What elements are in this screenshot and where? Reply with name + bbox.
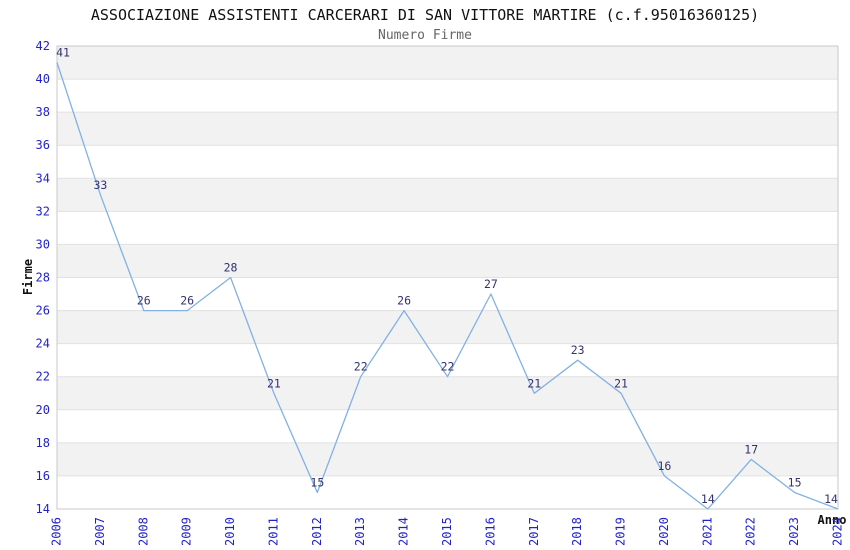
data-point-label: 21: [267, 376, 281, 390]
data-point-label: 16: [658, 459, 672, 473]
data-point-label: 15: [788, 475, 802, 489]
data-point-label: 26: [137, 294, 151, 308]
x-tick-label: 2008: [136, 517, 150, 546]
data-point-label: 23: [571, 343, 585, 357]
x-tick-label: 2023: [787, 517, 801, 546]
y-tick-label: 20: [36, 403, 50, 417]
x-axis-title: Anno: [817, 513, 847, 527]
x-tick-label: 2021: [700, 517, 714, 546]
data-point-label: 14: [701, 492, 715, 506]
grid-band: [57, 46, 838, 80]
x-tick-label: 2014: [397, 517, 411, 546]
data-line-series: [56, 62, 839, 510]
data-point-label: 17: [744, 442, 758, 456]
data-point-label: 41: [56, 46, 70, 60]
data-point-label: 21: [614, 376, 628, 390]
data-point-label: 26: [397, 294, 411, 308]
y-tick-label: 32: [36, 204, 50, 218]
grid-band: [57, 442, 838, 476]
x-tick-label: 2006: [50, 517, 64, 546]
x-tick-label: 2013: [353, 517, 367, 546]
x-tick-label: 2016: [483, 517, 497, 546]
x-tick-label: 2012: [310, 517, 324, 546]
chart-title: ASSOCIAZIONE ASSISTENTI CARCERARI DI SAN…: [90, 6, 760, 24]
y-tick-label: 40: [36, 72, 50, 86]
x-tick-label: 2015: [440, 517, 454, 546]
x-tick-label: 2018: [570, 517, 584, 546]
y-tick-label: 42: [36, 39, 50, 53]
grid-band: [57, 244, 838, 278]
y-tick-label: 14: [36, 502, 50, 516]
x-tick-label: 2007: [93, 517, 107, 546]
y-tick-label: 18: [36, 436, 50, 450]
grid-band: [57, 376, 838, 410]
grid-band: [57, 310, 838, 344]
plot-border: [56, 45, 839, 510]
grid-band: [57, 178, 838, 212]
x-tick-label: 2017: [527, 517, 541, 546]
y-tick-label: 22: [36, 370, 50, 384]
data-point-label: 22: [441, 360, 455, 374]
x-tick-label: 2020: [657, 517, 671, 546]
data-point-label: 28: [224, 261, 238, 275]
y-tick-label: 38: [36, 105, 50, 119]
y-tick-label: 26: [36, 304, 50, 318]
x-tick-label: 2019: [614, 517, 628, 546]
data-point-label: 26: [180, 294, 194, 308]
data-point-label: 14: [824, 492, 838, 506]
y-tick-label: 28: [36, 271, 50, 285]
y-tick-label: 24: [36, 337, 50, 351]
y-tick-label: 30: [36, 237, 50, 251]
data-point-label: 27: [484, 277, 498, 291]
x-tick-label: 2024: [831, 517, 845, 546]
data-point-label: 15: [310, 475, 324, 489]
x-tick-label: 2010: [223, 517, 237, 546]
data-point-label: 33: [93, 178, 107, 192]
x-tick-label: 2009: [180, 517, 194, 546]
chart-subtitle: Numero Firme: [378, 28, 472, 43]
y-tick-label: 34: [36, 171, 50, 185]
x-tick-label: 2011: [266, 517, 280, 546]
y-tick-label: 16: [36, 469, 50, 483]
y-tick-label: 36: [36, 138, 50, 152]
grid-band: [57, 112, 838, 146]
data-point-label: 22: [354, 360, 368, 374]
x-tick-label: 2022: [744, 517, 758, 546]
data-point-label: 21: [527, 376, 541, 390]
